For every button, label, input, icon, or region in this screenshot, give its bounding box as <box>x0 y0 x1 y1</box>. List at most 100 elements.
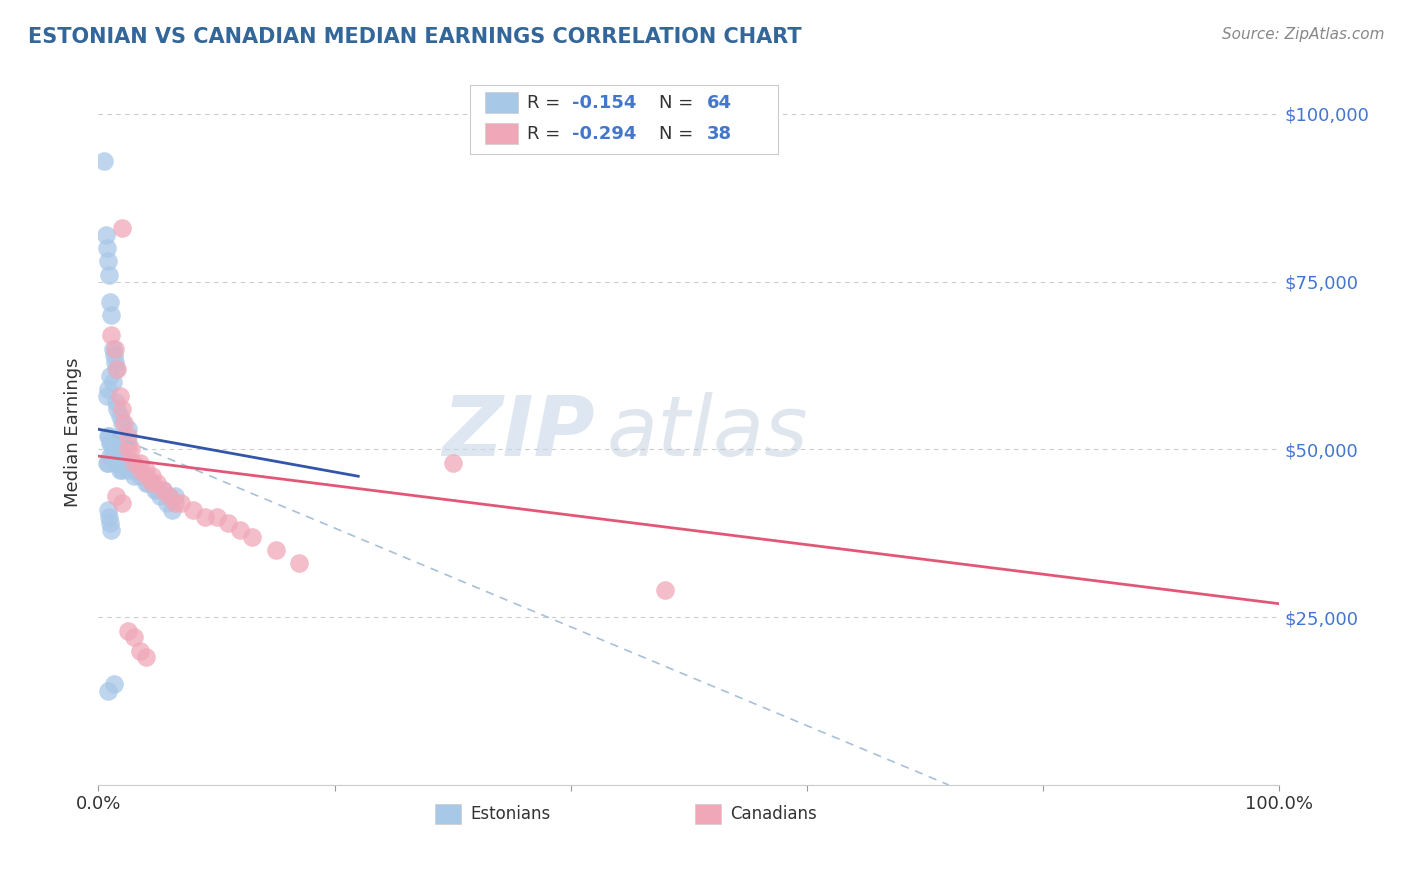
Point <box>111 496 134 510</box>
Point <box>125 462 148 476</box>
Point <box>135 469 157 483</box>
Point <box>100 308 122 322</box>
Point <box>101 449 124 463</box>
Point <box>122 456 145 470</box>
Point <box>121 456 143 470</box>
Text: R =: R = <box>527 94 567 112</box>
Point <box>136 475 159 490</box>
Point <box>117 462 139 476</box>
Point <box>104 442 127 457</box>
Point <box>105 449 128 463</box>
Point <box>103 677 125 691</box>
Point <box>111 462 134 476</box>
FancyBboxPatch shape <box>471 86 778 154</box>
Point <box>149 489 172 503</box>
Point <box>135 650 157 665</box>
Point <box>93 153 115 168</box>
Point <box>165 489 187 503</box>
Point <box>103 442 125 457</box>
Point <box>98 516 121 531</box>
Text: ZIP: ZIP <box>441 392 595 473</box>
Text: atlas: atlas <box>606 392 808 473</box>
Y-axis label: Median Earnings: Median Earnings <box>65 358 83 508</box>
Text: 64: 64 <box>707 94 731 112</box>
Point <box>654 583 676 598</box>
Point <box>98 429 121 443</box>
Point <box>146 475 169 490</box>
Text: Canadians: Canadians <box>730 805 817 822</box>
Point <box>205 509 228 524</box>
Point <box>146 483 169 497</box>
Point <box>97 503 120 517</box>
Point <box>108 462 131 476</box>
Point <box>264 543 287 558</box>
Point <box>141 475 163 490</box>
Point <box>100 328 122 343</box>
Point <box>152 483 174 497</box>
Point <box>100 435 122 450</box>
Text: R =: R = <box>527 125 567 143</box>
Point <box>96 456 118 470</box>
Point <box>117 429 139 443</box>
Text: N =: N = <box>659 94 699 112</box>
Point <box>104 342 127 356</box>
Text: N =: N = <box>659 125 699 143</box>
Point <box>105 402 128 417</box>
Point <box>181 503 204 517</box>
Point <box>128 644 150 658</box>
Point <box>217 516 239 531</box>
Text: ESTONIAN VS CANADIAN MEDIAN EARNINGS CORRELATION CHART: ESTONIAN VS CANADIAN MEDIAN EARNINGS COR… <box>28 27 801 46</box>
Point <box>98 368 121 383</box>
Point <box>117 442 139 457</box>
Bar <box>434 804 461 823</box>
Point <box>112 416 135 430</box>
Point <box>105 456 128 470</box>
Point <box>141 469 163 483</box>
Point <box>117 624 139 638</box>
Point <box>96 389 118 403</box>
Point <box>441 456 464 470</box>
Bar <box>695 804 721 823</box>
Point <box>100 523 122 537</box>
Point <box>128 456 150 470</box>
Point <box>121 442 143 457</box>
Point <box>141 475 163 490</box>
Point <box>122 630 145 644</box>
Point <box>97 456 120 470</box>
Point <box>105 442 128 457</box>
Point <box>122 469 145 483</box>
Point <box>194 509 217 524</box>
Point <box>94 227 117 242</box>
Point <box>160 503 183 517</box>
Point <box>165 496 187 510</box>
Text: -0.154: -0.154 <box>572 94 637 112</box>
Point <box>135 462 157 476</box>
Point <box>111 429 134 443</box>
Point <box>108 409 131 423</box>
Bar <box>485 123 517 145</box>
Point <box>156 496 179 510</box>
Point <box>157 489 180 503</box>
Point <box>101 342 124 356</box>
Point <box>98 435 121 450</box>
Point <box>117 422 139 436</box>
Text: Estonians: Estonians <box>471 805 551 822</box>
Point <box>240 530 263 544</box>
Point <box>98 449 121 463</box>
Point <box>229 523 252 537</box>
Point <box>103 348 125 362</box>
Point <box>98 268 121 282</box>
Point <box>97 382 120 396</box>
Point <box>108 389 131 403</box>
Point <box>105 362 128 376</box>
Point <box>128 469 150 483</box>
Bar <box>485 92 517 113</box>
Point <box>105 395 128 409</box>
Point <box>97 684 120 698</box>
Point <box>111 416 134 430</box>
Point <box>97 254 120 268</box>
Text: -0.294: -0.294 <box>572 125 637 143</box>
Point <box>135 475 157 490</box>
Text: 38: 38 <box>707 125 731 143</box>
Point <box>111 402 134 417</box>
